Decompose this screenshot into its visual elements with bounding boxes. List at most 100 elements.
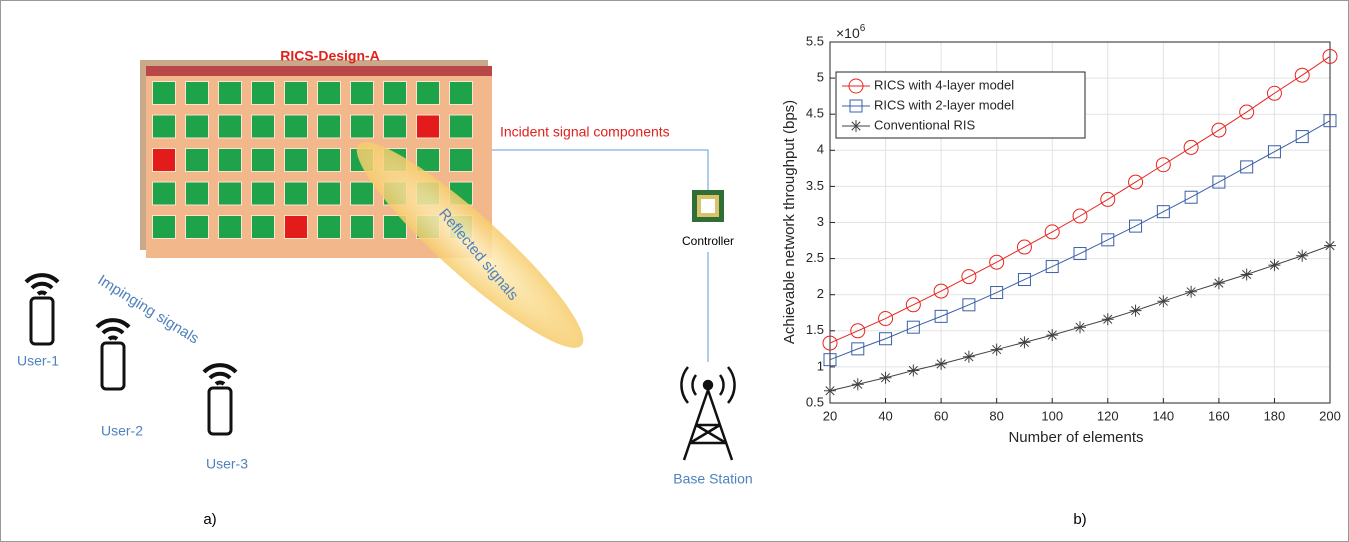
cell [384, 116, 406, 138]
user-label: User-1 [17, 353, 59, 369]
cell [351, 82, 373, 104]
wifi-icon [97, 320, 129, 339]
cell [417, 116, 439, 138]
y-tick-label: 1 [817, 358, 824, 373]
cell [351, 216, 373, 238]
cell [186, 82, 208, 104]
marker [1102, 313, 1114, 325]
cell [186, 149, 208, 171]
cell [252, 216, 274, 238]
figure: RICS-Design-A Incident signal components… [0, 0, 1349, 542]
x-tick-label: 60 [934, 408, 948, 423]
board-title: RICS-Design-A [280, 48, 380, 64]
cell [153, 183, 175, 205]
marker [991, 344, 1003, 356]
phone [31, 298, 53, 344]
cell [252, 82, 274, 104]
y-tick-label: 0.5 [806, 394, 824, 409]
x-tick-label: 200 [1319, 408, 1341, 423]
cell [417, 82, 439, 104]
cell [252, 116, 274, 138]
marker [1241, 268, 1253, 280]
cell [351, 116, 373, 138]
cell [219, 149, 241, 171]
y-tick-label: 2 [817, 286, 824, 301]
legend-label: RICS with 2-layer model [874, 97, 1014, 112]
connector [492, 150, 708, 190]
x-tick-label: 140 [1152, 408, 1174, 423]
cell [318, 116, 340, 138]
marker [824, 385, 836, 397]
x-tick-label: 160 [1208, 408, 1230, 423]
marker [850, 120, 862, 132]
cell [351, 183, 373, 205]
controller-chip [692, 190, 724, 222]
cell [450, 82, 472, 104]
marker [1185, 286, 1197, 298]
y-tick-label: 3 [817, 214, 824, 229]
x-axis-label: Number of elements [1008, 429, 1143, 446]
y-axis-label: Achievable network throughput (bps) [781, 100, 798, 344]
legend-label: Conventional RIS [874, 117, 975, 132]
marker [1074, 321, 1086, 333]
cell [285, 116, 307, 138]
board-top [146, 66, 492, 76]
cell [219, 183, 241, 205]
y-scale-exponent: 6 [860, 23, 866, 34]
user-label: User-2 [101, 423, 143, 439]
marker [963, 351, 975, 363]
base-station-icon [681, 367, 734, 460]
cell [186, 216, 208, 238]
base-station-label: Base Station [673, 471, 752, 487]
cell [318, 183, 340, 205]
x-tick-label: 40 [878, 408, 892, 423]
cell [153, 216, 175, 238]
marker [1018, 336, 1030, 348]
user-label: User-3 [206, 456, 248, 472]
cell [219, 216, 241, 238]
cell [285, 183, 307, 205]
marker [935, 358, 947, 370]
panel-label: b) [1073, 511, 1086, 528]
cell [186, 183, 208, 205]
incident-label: Incident signal components [500, 124, 670, 140]
marker [907, 365, 919, 377]
marker [1130, 305, 1142, 317]
cell [384, 82, 406, 104]
cell [285, 82, 307, 104]
marker [852, 378, 864, 390]
marker [1046, 329, 1058, 341]
cell [252, 149, 274, 171]
phone [102, 343, 124, 389]
cell [318, 149, 340, 171]
y-scale: ×106 [836, 23, 866, 41]
phone [209, 388, 231, 434]
y-tick-label: 2.5 [806, 250, 824, 265]
y-tick-label: 5.5 [806, 33, 824, 48]
x-tick-label: 100 [1041, 408, 1063, 423]
y-tick-label: 4.5 [806, 106, 824, 121]
y-scale-base: ×10 [836, 25, 860, 41]
cell [153, 82, 175, 104]
cell [318, 82, 340, 104]
y-tick-label: 1.5 [806, 322, 824, 337]
controller-label: Controller [682, 234, 734, 248]
marker [1157, 295, 1169, 307]
marker [1213, 277, 1225, 289]
wifi-icon [26, 275, 58, 294]
x-tick-label: 180 [1264, 408, 1286, 423]
panel-label: a) [203, 511, 216, 528]
cell [318, 216, 340, 238]
legend-label: RICS with 4-layer model [874, 77, 1014, 92]
cell [219, 82, 241, 104]
cell [450, 149, 472, 171]
wifi-icon [204, 365, 236, 384]
x-tick-label: 120 [1097, 408, 1119, 423]
cell [153, 149, 175, 171]
page: {"diagram": {"board_title": "RICS-Design… [0, 0, 1349, 542]
cell [219, 116, 241, 138]
cell [450, 116, 472, 138]
x-tick-label: 20 [823, 408, 837, 423]
cell [285, 216, 307, 238]
cell [285, 149, 307, 171]
